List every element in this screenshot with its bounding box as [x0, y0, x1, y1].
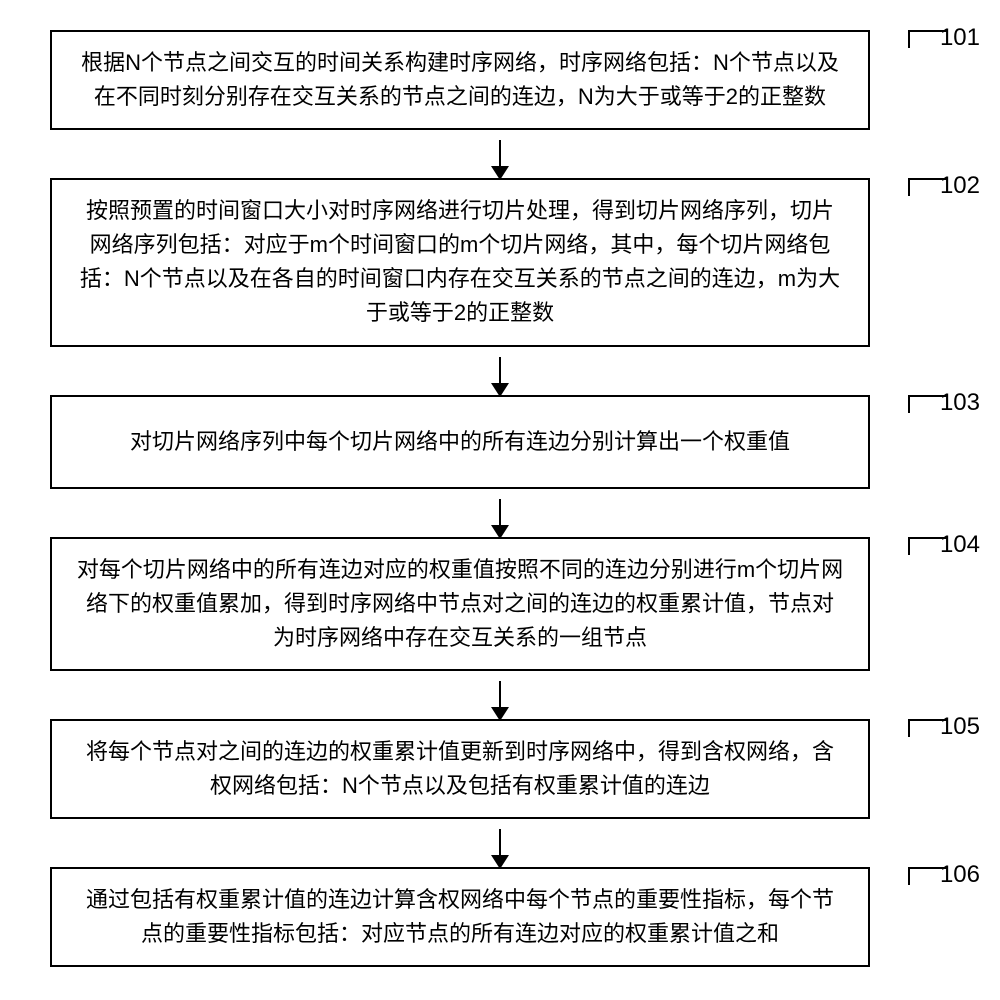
arrow-down: [499, 681, 501, 719]
step-box: 对每个切片网络中的所有连边对应的权重值按照不同的连边分别进行m个切片网络下的权重…: [50, 537, 870, 671]
flowchart-container: 101 根据N个节点之间交互的时间关系构建时序网络，时序网络包括：N个节点以及在…: [50, 30, 950, 977]
step-label: 102: [940, 172, 980, 200]
arrow-down: [499, 357, 501, 395]
step-101: 101 根据N个节点之间交互的时间关系构建时序网络，时序网络包括：N个节点以及在…: [50, 30, 950, 130]
step-105: 105 将每个节点对之间的连边的权重累计值更新到时序网络中，得到含权网络，含权网…: [50, 719, 950, 819]
step-102: 102 按照预置的时间窗口大小对时序网络进行切片处理，得到切片网络序列，切片网络…: [50, 178, 950, 346]
arrow-down: [499, 829, 501, 867]
step-box: 对切片网络序列中每个切片网络中的所有连边分别计算出一个权重值: [50, 395, 870, 489]
step-box: 根据N个节点之间交互的时间关系构建时序网络，时序网络包括：N个节点以及在不同时刻…: [50, 30, 870, 130]
step-103: 103 对切片网络序列中每个切片网络中的所有连边分别计算出一个权重值: [50, 395, 950, 489]
step-label: 101: [940, 24, 980, 52]
step-box: 通过包括有权重累计值的连边计算含权网络中每个节点的重要性指标，每个节点的重要性指…: [50, 867, 870, 967]
step-label: 103: [940, 389, 980, 417]
step-104: 104 对每个切片网络中的所有连边对应的权重值按照不同的连边分别进行m个切片网络…: [50, 537, 950, 671]
arrow-down: [499, 140, 501, 178]
step-box: 按照预置的时间窗口大小对时序网络进行切片处理，得到切片网络序列，切片网络序列包括…: [50, 178, 870, 346]
step-label: 105: [940, 713, 980, 741]
step-label: 104: [940, 531, 980, 559]
step-box: 将每个节点对之间的连边的权重累计值更新到时序网络中，得到含权网络，含权网络包括：…: [50, 719, 870, 819]
step-106: 106 通过包括有权重累计值的连边计算含权网络中每个节点的重要性指标，每个节点的…: [50, 867, 950, 967]
arrow-down: [499, 499, 501, 537]
step-label: 106: [940, 861, 980, 889]
